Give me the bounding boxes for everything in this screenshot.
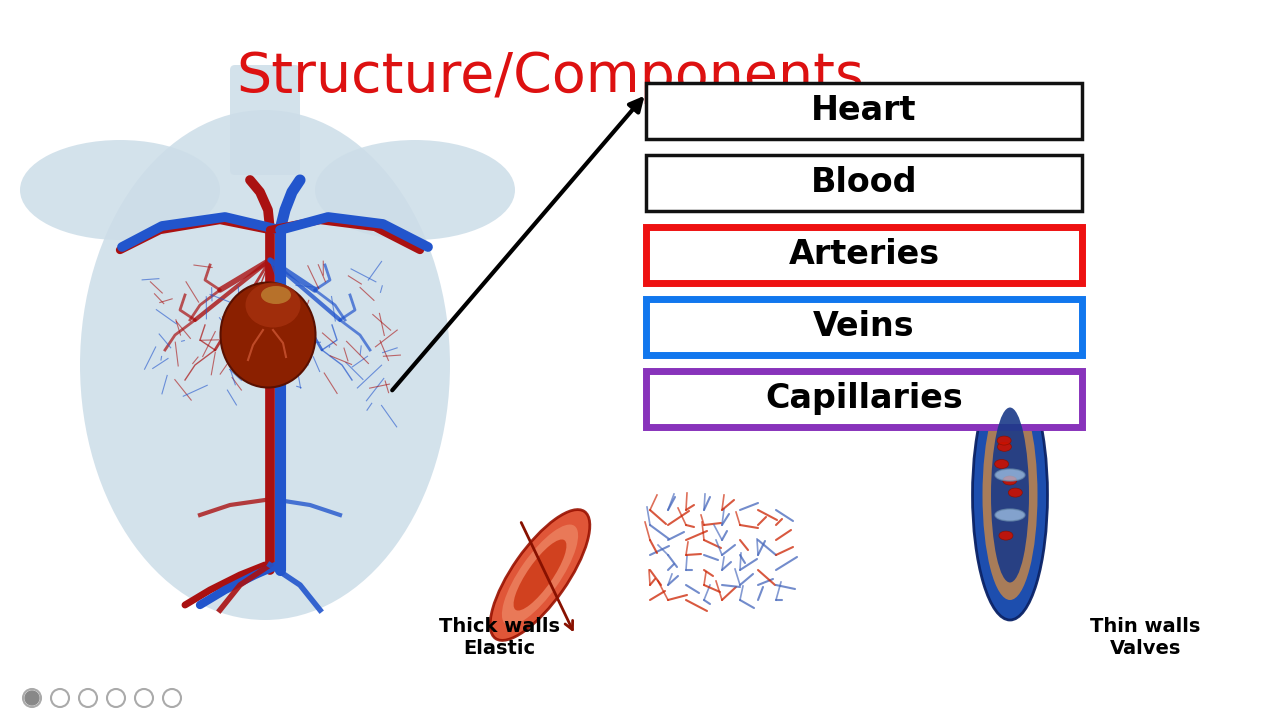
Ellipse shape	[991, 408, 1029, 582]
Ellipse shape	[220, 282, 315, 387]
Ellipse shape	[1002, 476, 1016, 485]
Ellipse shape	[1009, 488, 1023, 497]
Text: Thin walls
Valves: Thin walls Valves	[1091, 617, 1201, 657]
Bar	[646, 155, 1082, 211]
Bar	[646, 299, 1082, 355]
Bar	[646, 83, 1082, 139]
Ellipse shape	[20, 140, 220, 240]
Ellipse shape	[973, 370, 1047, 620]
Ellipse shape	[997, 436, 1011, 445]
Ellipse shape	[995, 469, 1025, 481]
Ellipse shape	[995, 459, 1009, 469]
Text: Thick walls
Elastic: Thick walls Elastic	[439, 617, 559, 657]
Bar	[646, 227, 1082, 283]
Text: Blood: Blood	[810, 166, 918, 199]
Text: Heart: Heart	[812, 94, 916, 127]
Ellipse shape	[513, 539, 567, 611]
Bar	[646, 371, 1082, 427]
Text: Capillaries: Capillaries	[765, 382, 963, 415]
Text: Structure/Components: Structure/Components	[237, 50, 864, 104]
Ellipse shape	[246, 282, 301, 328]
FancyBboxPatch shape	[230, 65, 300, 175]
Text: Veins: Veins	[813, 310, 915, 343]
Ellipse shape	[261, 286, 291, 304]
Text: Arteries: Arteries	[788, 238, 940, 271]
Ellipse shape	[490, 510, 590, 640]
Ellipse shape	[315, 140, 515, 240]
Ellipse shape	[995, 509, 1025, 521]
Circle shape	[26, 691, 38, 705]
Ellipse shape	[502, 525, 579, 626]
Ellipse shape	[983, 390, 1038, 600]
Ellipse shape	[998, 531, 1012, 540]
Ellipse shape	[997, 442, 1011, 451]
Ellipse shape	[79, 110, 451, 620]
